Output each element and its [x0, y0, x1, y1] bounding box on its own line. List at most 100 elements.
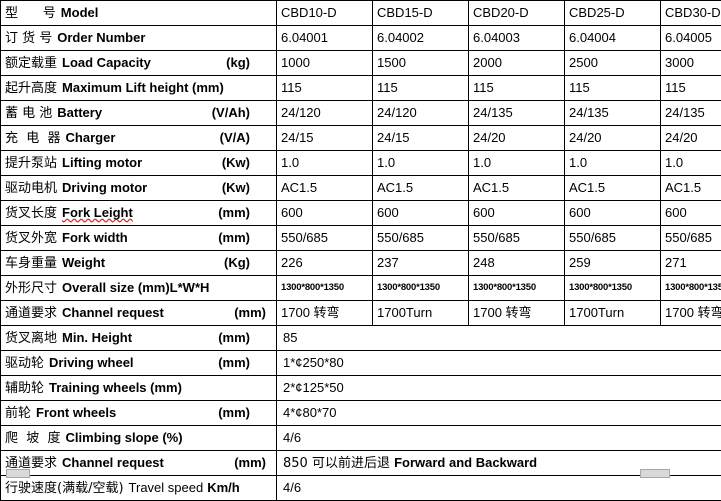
table-cell: 24/135: [469, 101, 565, 126]
row-label-charger: 充 电 器 Charger (V/A): [1, 126, 277, 151]
row-label-fork-length: 货叉长度 Fork Leight (mm): [1, 201, 277, 226]
table-cell: 600: [277, 201, 373, 226]
cell-model-cbd30: CBD30-D: [661, 1, 721, 26]
table-cell: AC1.5: [565, 176, 661, 201]
label-chinese: 充 电 器: [5, 132, 61, 146]
table-cell: 550/685: [661, 226, 721, 251]
label-chinese: 蓄 电 池: [5, 107, 52, 121]
row-label-weight: 车身重量 Weight (Kg): [1, 251, 277, 276]
row-label-training-wheels: 辅助轮 Training wheels (mm): [1, 376, 277, 401]
label-unit: Km/h: [207, 481, 240, 495]
label-english: Load Capacity: [62, 56, 151, 70]
label-unit: (V/A): [220, 131, 272, 145]
table-cell: 6.04005: [661, 26, 721, 51]
label-chinese: 货叉长度: [5, 207, 57, 221]
table-cell: 237: [373, 251, 469, 276]
table-cell-merged: 4/6: [277, 426, 721, 451]
table-row: 订 货 号 Order Number 6.04001 6.04002 6.040…: [1, 26, 721, 51]
table-cell: 1700 转弯: [469, 301, 565, 326]
table-row: 蓄 电 池 Battery (V/Ah) 24/120 24/120 24/13…: [1, 101, 721, 126]
table-row: 起升高度 Maximum Lift height (mm) 115 115 11…: [1, 76, 721, 101]
table-cell: 24/20: [469, 126, 565, 151]
scroll-handle-right[interactable]: [640, 469, 670, 478]
cell-model-cbd20: CBD20-D: [469, 1, 565, 26]
table-cell: 24/120: [277, 101, 373, 126]
scroll-handle-left[interactable]: [6, 469, 30, 478]
cell-model-cbd25: CBD25-D: [565, 1, 661, 26]
label-unit: (mm): [218, 356, 272, 370]
cell-model-cbd15: CBD15-D: [373, 1, 469, 26]
row-label-battery: 蓄 电 池 Battery (V/Ah): [1, 101, 277, 126]
label-english: Weight: [62, 256, 105, 270]
row-label-max-lift-height: 起升高度 Maximum Lift height (mm): [1, 76, 277, 101]
table-cell: 1700Turn: [373, 301, 469, 326]
label-unit: (mm): [234, 456, 272, 470]
label-english: Battery: [57, 106, 102, 120]
table-cell: 1500: [373, 51, 469, 76]
label-chinese: 提升泵站: [5, 157, 57, 171]
table-cell-merged: 85: [277, 326, 721, 351]
label-english: Climbing slope (%): [66, 431, 183, 445]
table-cell: 2000: [469, 51, 565, 76]
table-cell: AC1.5: [661, 176, 721, 201]
table-row: 外形尺寸 Overall size (mm)L*W*H 1300*800*135…: [1, 276, 721, 301]
table-row: 货叉长度 Fork Leight (mm) 600 600 600 600 60…: [1, 201, 721, 226]
label-chinese: 驱动电机: [5, 182, 57, 196]
merged-value-english: Forward and Backward: [394, 455, 537, 470]
table-cell: 24/15: [373, 126, 469, 151]
label-english: Overall size (mm)L*W*H: [62, 281, 209, 295]
label-english: Channel request: [62, 456, 164, 470]
row-label-travel-speed: 行驶速度(满载/空载) Travel speed Km/h: [1, 476, 277, 501]
table-cell: 550/685: [565, 226, 661, 251]
label-english: Travel speed: [129, 481, 204, 495]
table-cell: 550/685: [373, 226, 469, 251]
row-label-driving-motor: 驱动电机 Driving motor (Kw): [1, 176, 277, 201]
spec-sheet: 型 号 Model CBD10-D CBD15-D CBD20-D CBD25-…: [0, 0, 721, 478]
label-chinese: 通道要求: [5, 307, 57, 321]
table-cell: 1300*800*1350: [373, 276, 469, 301]
table-cell-merged: 4*¢80*70: [277, 401, 721, 426]
label-english: Fork Leight: [62, 206, 133, 220]
label-unit: (mm): [218, 406, 272, 420]
label-chinese: 订 货 号: [5, 32, 52, 46]
table-cell: 600: [373, 201, 469, 226]
table-cell: 6.04002: [373, 26, 469, 51]
table-cell: 6.04004: [565, 26, 661, 51]
table-row: 驱动轮 Driving wheel (mm) 1*¢250*80: [1, 351, 721, 376]
row-label-channel-request-2: 通道要求 Channel request (mm): [1, 451, 277, 476]
table-cell: 1.0: [565, 151, 661, 176]
table-cell: 600: [469, 201, 565, 226]
label-chinese: 辅助轮: [5, 382, 44, 396]
label-chinese: 车身重量: [5, 257, 57, 271]
table-row: 型 号 Model CBD10-D CBD15-D CBD20-D CBD25-…: [1, 1, 721, 26]
row-label-fork-width: 货叉外宽 Fork width (mm): [1, 226, 277, 251]
label-english: Maximum Lift height (mm): [62, 81, 224, 95]
row-label-overall-size: 外形尺寸 Overall size (mm)L*W*H: [1, 276, 277, 301]
table-row: 货叉外宽 Fork width (mm) 550/685 550/685 550…: [1, 226, 721, 251]
table-cell: 24/135: [565, 101, 661, 126]
label-english: Driving wheel: [49, 356, 134, 370]
table-row: 货叉离地 Min. Height (mm) 85: [1, 326, 721, 351]
label-chinese: 外形尺寸: [5, 282, 57, 296]
label-chinese: 型 号: [5, 7, 56, 21]
label-english: Order Number: [57, 31, 145, 45]
table-cell: 24/135: [661, 101, 721, 126]
table-cell: 1700 转弯: [277, 301, 373, 326]
table-row: 辅助轮 Training wheels (mm) 2*¢125*50: [1, 376, 721, 401]
table-cell: 259: [565, 251, 661, 276]
table-cell: 1700 转弯: [661, 301, 721, 326]
label-english: Channel request: [62, 306, 164, 320]
row-label-climbing-slope: 爬 坡 度 Climbing slope (%): [1, 426, 277, 451]
table-row: 车身重量 Weight (Kg) 226 237 248 259 271: [1, 251, 721, 276]
table-cell: 115: [469, 76, 565, 101]
label-chinese: 货叉离地: [5, 332, 57, 346]
table-cell: 1.0: [469, 151, 565, 176]
label-chinese: 驱动轮: [5, 357, 44, 371]
table-cell-merged: 2*¢125*50: [277, 376, 721, 401]
table-cell: 115: [565, 76, 661, 101]
row-label-load-capacity: 额定载重 Load Capacity (kg): [1, 51, 277, 76]
table-cell: 1300*800*1350: [469, 276, 565, 301]
label-unit: (Kw): [222, 181, 272, 195]
table-row: 前轮 Front wheels (mm) 4*¢80*70: [1, 401, 721, 426]
